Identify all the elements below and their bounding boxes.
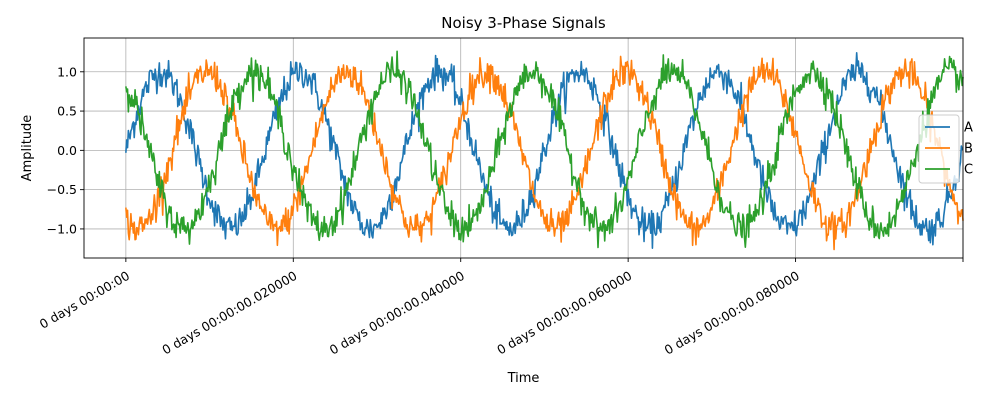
- y-tick-label: −0.5: [47, 182, 77, 197]
- x-tick-label: 0 days 00:00:00.020000: [159, 268, 299, 358]
- series-line-a: [125, 51, 964, 249]
- y-axis-label: Amplitude: [20, 115, 35, 182]
- y-tick-label: −1.0: [47, 221, 77, 236]
- series-line-b: [125, 55, 964, 251]
- x-tick-label: 0 days 00:00:00.040000: [327, 268, 467, 358]
- legend-label-b: B: [964, 142, 973, 157]
- legend-label-c: C: [964, 163, 973, 178]
- legend: ABC: [918, 114, 973, 184]
- x-axis-label: Time: [507, 371, 540, 386]
- y-tick-label: 0.0: [57, 143, 77, 158]
- legend-box: [918, 114, 960, 184]
- x-tick-label: 0 days 00:00:00.080000: [662, 268, 802, 358]
- legend-label-a: A: [964, 121, 973, 136]
- x-tick-label: 0 days 00:00:00: [37, 268, 132, 332]
- plot-frame: [83, 37, 964, 259]
- series-layer: [125, 50, 964, 251]
- chart-title: Noisy 3-Phase Signals: [441, 14, 606, 32]
- y-tick-label: 0.5: [57, 104, 77, 119]
- y-tick-label: 1.0: [57, 64, 77, 79]
- x-tick-label: 0 days 00:00:00.060000: [494, 268, 634, 358]
- series-line-c: [125, 50, 964, 249]
